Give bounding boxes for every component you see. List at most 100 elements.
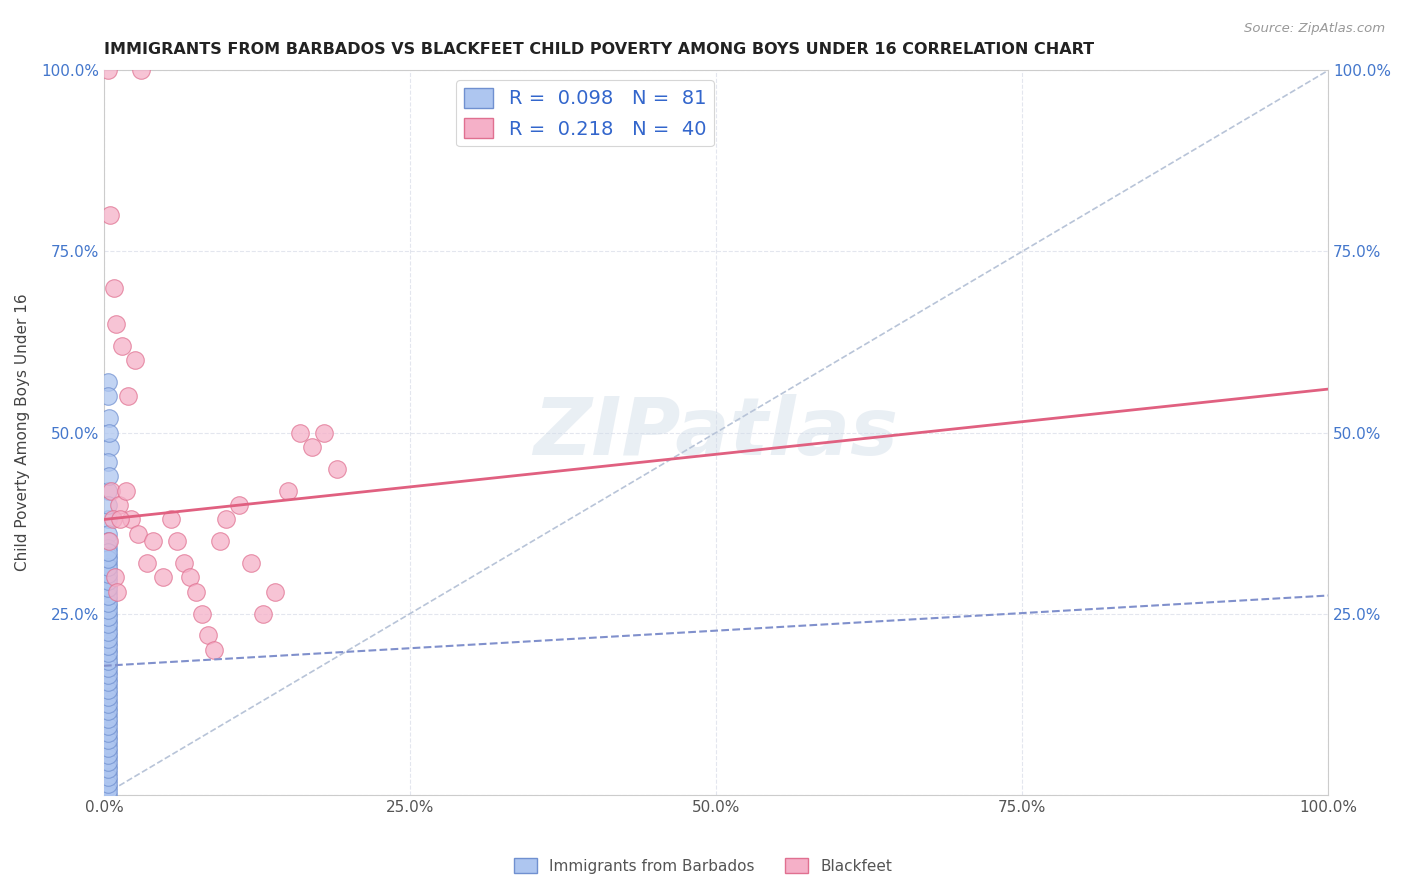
Point	[97, 705, 120, 719]
Point	[97, 628, 120, 642]
Point	[97, 679, 120, 693]
Point	[97, 632, 120, 646]
Point	[173, 556, 195, 570]
Legend: R =  0.098   N =  81, R =  0.218   N =  40: R = 0.098 N = 81, R = 0.218 N = 40	[457, 80, 714, 146]
Point	[97, 483, 120, 498]
Point	[97, 693, 120, 707]
Point	[97, 690, 120, 704]
Point	[97, 762, 120, 776]
Point	[97, 469, 120, 483]
Point	[97, 549, 120, 563]
Point	[103, 281, 125, 295]
Point	[97, 552, 120, 566]
Point	[97, 726, 120, 740]
Point	[124, 353, 146, 368]
Point	[97, 766, 120, 780]
Point	[97, 780, 120, 795]
Point	[252, 607, 274, 621]
Point	[166, 534, 188, 549]
Point	[97, 566, 120, 581]
Point	[97, 730, 120, 744]
Point	[160, 512, 183, 526]
Point	[104, 570, 127, 584]
Point	[107, 498, 129, 512]
Point	[152, 570, 174, 584]
Point	[97, 63, 120, 78]
Point	[120, 512, 142, 526]
Point	[97, 624, 120, 639]
Point	[97, 411, 120, 425]
Point	[97, 375, 120, 389]
Point	[97, 788, 120, 802]
Point	[97, 570, 120, 584]
Point	[97, 697, 120, 711]
Point	[277, 483, 299, 498]
Point	[97, 668, 120, 682]
Point	[97, 686, 120, 700]
Point	[97, 498, 120, 512]
Point	[184, 585, 207, 599]
Point	[97, 621, 120, 635]
Point	[97, 639, 120, 653]
Point	[97, 599, 120, 614]
Point	[97, 758, 120, 772]
Point	[97, 635, 120, 649]
Point	[97, 425, 120, 440]
Point	[97, 675, 120, 690]
Point	[97, 744, 120, 758]
Point	[97, 643, 120, 657]
Point	[314, 425, 336, 440]
Point	[179, 570, 201, 584]
Point	[97, 657, 120, 672]
Text: IMMIGRANTS FROM BARBADOS VS BLACKFEET CHILD POVERTY AMONG BOYS UNDER 16 CORRELAT: IMMIGRANTS FROM BARBADOS VS BLACKFEET CH…	[104, 42, 1094, 57]
Y-axis label: Child Poverty Among Boys Under 16: Child Poverty Among Boys Under 16	[15, 293, 30, 572]
Point	[97, 563, 120, 577]
Point	[142, 534, 165, 549]
Point	[97, 647, 120, 661]
Point	[97, 737, 120, 751]
Point	[117, 389, 139, 403]
Point	[105, 317, 128, 331]
Point	[97, 755, 120, 769]
Point	[97, 751, 120, 765]
Point	[97, 559, 120, 574]
Point	[97, 589, 120, 603]
Point	[97, 577, 120, 591]
Point	[108, 512, 131, 526]
Point	[97, 723, 120, 737]
Point	[97, 665, 120, 679]
Point	[129, 63, 152, 78]
Point	[239, 556, 262, 570]
Point	[97, 654, 120, 668]
Point	[101, 512, 124, 526]
Point	[264, 585, 287, 599]
Point	[97, 614, 120, 628]
Point	[97, 617, 120, 632]
Point	[325, 462, 347, 476]
Point	[135, 556, 157, 570]
Point	[97, 661, 120, 675]
Point	[97, 712, 120, 726]
Point	[209, 534, 232, 549]
Point	[100, 483, 122, 498]
Point	[197, 628, 219, 642]
Point	[97, 773, 120, 788]
Text: Source: ZipAtlas.com: Source: ZipAtlas.com	[1244, 22, 1385, 36]
Point	[97, 512, 120, 526]
Point	[97, 610, 120, 624]
Point	[215, 512, 238, 526]
Point	[97, 454, 120, 468]
Point	[97, 708, 120, 723]
Point	[97, 574, 120, 588]
Point	[97, 700, 120, 714]
Point	[127, 527, 149, 541]
Point	[97, 545, 120, 559]
Point	[97, 527, 120, 541]
Point	[97, 733, 120, 747]
Point	[97, 592, 120, 607]
Point	[97, 389, 120, 403]
Point	[97, 672, 120, 686]
Point	[97, 740, 120, 755]
Point	[301, 440, 323, 454]
Text: ZIPatlas: ZIPatlas	[533, 393, 898, 472]
